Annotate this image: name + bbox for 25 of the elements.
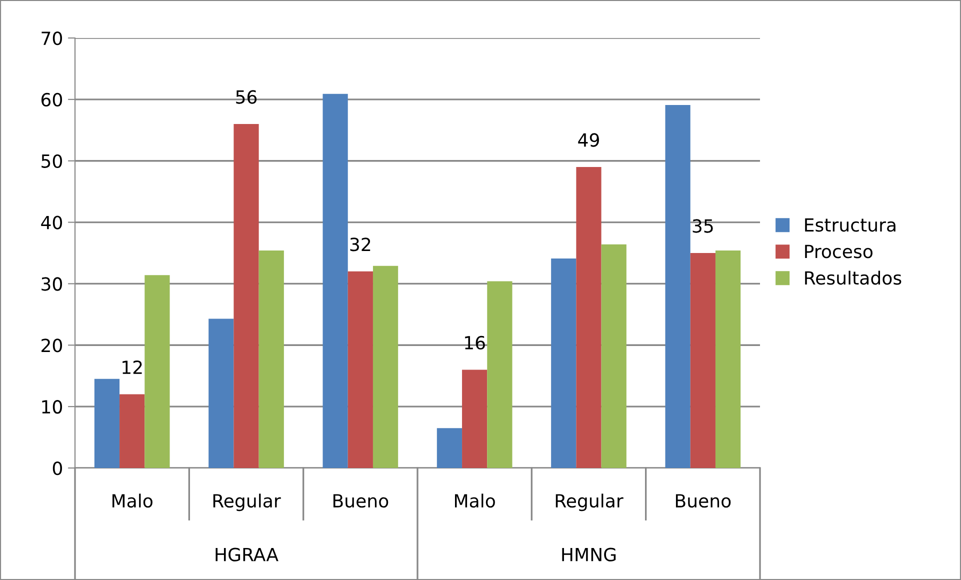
x-tick-label: Bueno xyxy=(333,494,388,508)
y-tick-label: 60 xyxy=(41,92,62,107)
x-tick-label: Regular xyxy=(556,494,624,512)
y-tick-label: 70 xyxy=(42,31,62,46)
x-tick-label: Malo xyxy=(455,494,495,508)
x-tick-label: Malo xyxy=(112,494,152,508)
legend-label: Proceso xyxy=(805,244,872,258)
y-tick-label: 50 xyxy=(42,154,62,168)
data-label: 56 xyxy=(236,90,257,104)
y-tick-label: 30 xyxy=(42,277,62,291)
x-tick-label: Regular xyxy=(213,494,281,512)
legend-label: Estructura xyxy=(805,218,896,232)
x-tick-label: Bueno xyxy=(676,494,731,508)
text: HMNG xyxy=(562,548,616,562)
y-tick-label: 20 xyxy=(42,338,62,352)
data-label: 35 xyxy=(692,219,713,233)
data-label: 32 xyxy=(350,238,370,252)
y-tick-label: 0 xyxy=(52,461,62,476)
data-label: 49 xyxy=(578,133,599,147)
data-label: 12 xyxy=(122,360,142,374)
data-label: 16 xyxy=(465,336,485,350)
y-tick-label: 10 xyxy=(42,400,62,414)
text: HGRAA xyxy=(216,548,278,562)
y-tick-label: 40 xyxy=(41,216,62,230)
legend-label: Resultados xyxy=(805,270,902,285)
